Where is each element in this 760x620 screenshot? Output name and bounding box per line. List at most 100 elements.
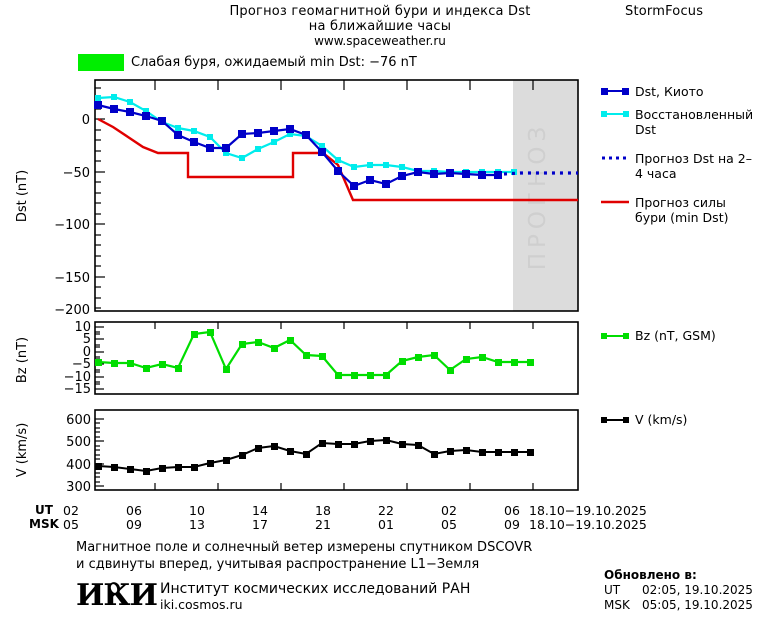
ut-tick-3: 14 — [252, 503, 268, 518]
svg-text:0: 0 — [83, 345, 91, 360]
legend-swatch-dst-kyoto — [601, 88, 629, 95]
footer-note-line-2: и сдвинуты вперед, учитывая распростране… — [76, 557, 480, 572]
v-axis-label: V (km/s) — [15, 423, 30, 478]
ut-tick-0: 02 — [63, 503, 79, 518]
svg-text:−200: −200 — [54, 303, 90, 318]
ut-tick-6: 02 — [441, 503, 457, 518]
legend-dst-kyoto-label: Dst, Киото — [635, 84, 704, 99]
legend-dst-forecast: Прогноз Dst на 2–4 часа — [600, 151, 760, 181]
dst-plot-frame — [94, 79, 579, 312]
legend-storm-strength: Прогноз силы бури (min Dst) — [600, 195, 760, 225]
updated-msk-value: 05:05, 19.10.2025 — [642, 598, 753, 612]
dst-panel: ПРОГНОЗ — [0, 78, 600, 318]
institute-block: ИКИ Институт космических исследований РА… — [76, 578, 471, 616]
bz-axis-label: Bz (nT) — [15, 337, 30, 383]
ut-date: 18.10−19.10.2025 — [529, 503, 647, 518]
dst-plot-svg: ПРОГНОЗ — [15, 79, 579, 318]
iki-logo: ИКИ — [76, 578, 158, 616]
v-legend: V (km/s) — [600, 412, 687, 427]
time-row-label-msk: MSK — [29, 517, 59, 531]
msk-tick-1: 09 — [126, 517, 142, 532]
svg-text:300: 300 — [66, 480, 91, 495]
time-row-label-ut: UT — [35, 503, 53, 517]
page-title: Прогноз геомагнитной бури и индекса Dst … — [0, 4, 760, 48]
institute-url[interactable]: iki.cosmos.ru — [160, 597, 243, 612]
svg-text:600: 600 — [66, 413, 91, 428]
ut-tick-4: 18 — [315, 503, 331, 518]
msk-tick-3: 17 — [252, 517, 268, 532]
bz-panel: 10 5 0 −5 −10 −15 Bz (nT) — [0, 320, 600, 400]
msk-tick-5: 01 — [378, 517, 394, 532]
storm-level-swatch — [78, 54, 124, 71]
bz-plot-frame — [94, 321, 579, 395]
dst-x-ticks — [154, 80, 534, 90]
series-v-markers — [95, 437, 534, 475]
bz-x-ticks — [154, 322, 534, 329]
legend-v-label: V (km/s) — [635, 412, 688, 427]
v-x-ticks — [154, 483, 534, 490]
legend-dst-forecast-label: Прогноз Dst на 2–4 часа — [635, 151, 753, 181]
svg-text:−100: −100 — [54, 218, 90, 233]
updated-title: Обновлено в: — [604, 568, 697, 582]
v-panel: 600 500 400 300 V (km/s) — [0, 408, 600, 498]
bz-y-ticks — [95, 326, 104, 390]
brand-label: StormFocus — [625, 4, 704, 19]
forecast-shade — [513, 80, 578, 311]
legend-dst-recovered: Восстановленный Dst — [600, 107, 760, 137]
site-url: www.spaceweather.ru — [314, 34, 446, 48]
msk-date: 18.10−19.10.2025 — [529, 517, 647, 532]
status-badge: Слабая буря, ожидаемый min Dst: −76 nT — [78, 54, 417, 71]
legend-storm-strength-label: Прогноз силы бури (min Dst) — [635, 195, 729, 225]
footer-note-line-1: Магнитное поле и солнечный ветер измерен… — [76, 540, 533, 555]
svg-text:5: 5 — [83, 332, 91, 347]
legend-swatch-dst-recovered — [601, 111, 629, 117]
svg-text:−50: −50 — [63, 166, 90, 181]
v-plot-frame — [94, 409, 579, 491]
msk-tick-7: 09 — [504, 517, 520, 532]
svg-text:−5: −5 — [72, 357, 91, 372]
title-line-2: на ближайшие часы — [308, 19, 452, 34]
svg-text:0: 0 — [82, 113, 90, 128]
legend-dst-kyoto: Dst, Киото — [600, 84, 760, 99]
status-badge-text: Слабая буря, ожидаемый min Dst: −76 nT — [131, 55, 417, 70]
ut-tick-1: 06 — [126, 503, 142, 518]
svg-text:10: 10 — [74, 320, 91, 335]
msk-tick-2: 13 — [189, 517, 205, 532]
bz-legend: Bz (nT, GSM) — [600, 328, 716, 343]
series-v — [97, 438, 530, 473]
series-bz-markers — [95, 329, 534, 379]
msk-tick-6: 05 — [441, 517, 457, 532]
dst-axis-label: Dst (nT) — [15, 170, 30, 222]
updated-ut-value: 02:05, 19.10.2025 — [642, 583, 753, 597]
svg-text:400: 400 — [66, 458, 91, 473]
footer-note: Магнитное поле и солнечный ветер измерен… — [76, 539, 532, 573]
updated-block: Обновлено в: UT 02:05, 19.10.2025 MSK 05… — [604, 568, 753, 613]
ut-tick-7: 06 — [504, 503, 520, 518]
svg-text:−15: −15 — [64, 382, 91, 397]
msk-tick-0: 05 — [63, 517, 79, 532]
title-line-1: Прогноз геомагнитной бури и индекса Dst — [229, 4, 531, 19]
legend-swatch-v — [601, 416, 629, 423]
v-y-ticks — [95, 418, 104, 487]
svg-text:−150: −150 — [54, 271, 90, 286]
updated-msk-label: MSK — [604, 598, 630, 612]
dst-y-tick-labels: 0 −50 −100 −150 −200 — [54, 113, 90, 318]
v-y-tick-labels: 600 500 400 300 — [66, 413, 91, 495]
institute-name: Институт космических исследований РАН — [160, 581, 471, 597]
v-plot-svg: 600 500 400 300 V (km/s) — [15, 409, 579, 495]
legend-swatch-dst-forecast — [602, 156, 628, 160]
time-axis: UT MSK 02 06 10 14 18 22 02 06 18.10−19.… — [0, 503, 760, 533]
series-bz — [97, 330, 530, 377]
series-dst-forecast — [503, 171, 578, 176]
legend-dst-recovered-label: Восстановленный Dst — [635, 107, 754, 137]
ut-tick-2: 10 — [189, 503, 205, 518]
dst-legend: Dst, Киото Восстановленный Dst Прогноз D… — [600, 84, 760, 225]
svg-text:500: 500 — [66, 435, 91, 450]
legend-swatch-bz — [601, 332, 629, 339]
ut-tick-5: 22 — [378, 503, 394, 518]
updated-ut-label: UT — [604, 583, 621, 597]
svg-text:−10: −10 — [64, 370, 91, 385]
